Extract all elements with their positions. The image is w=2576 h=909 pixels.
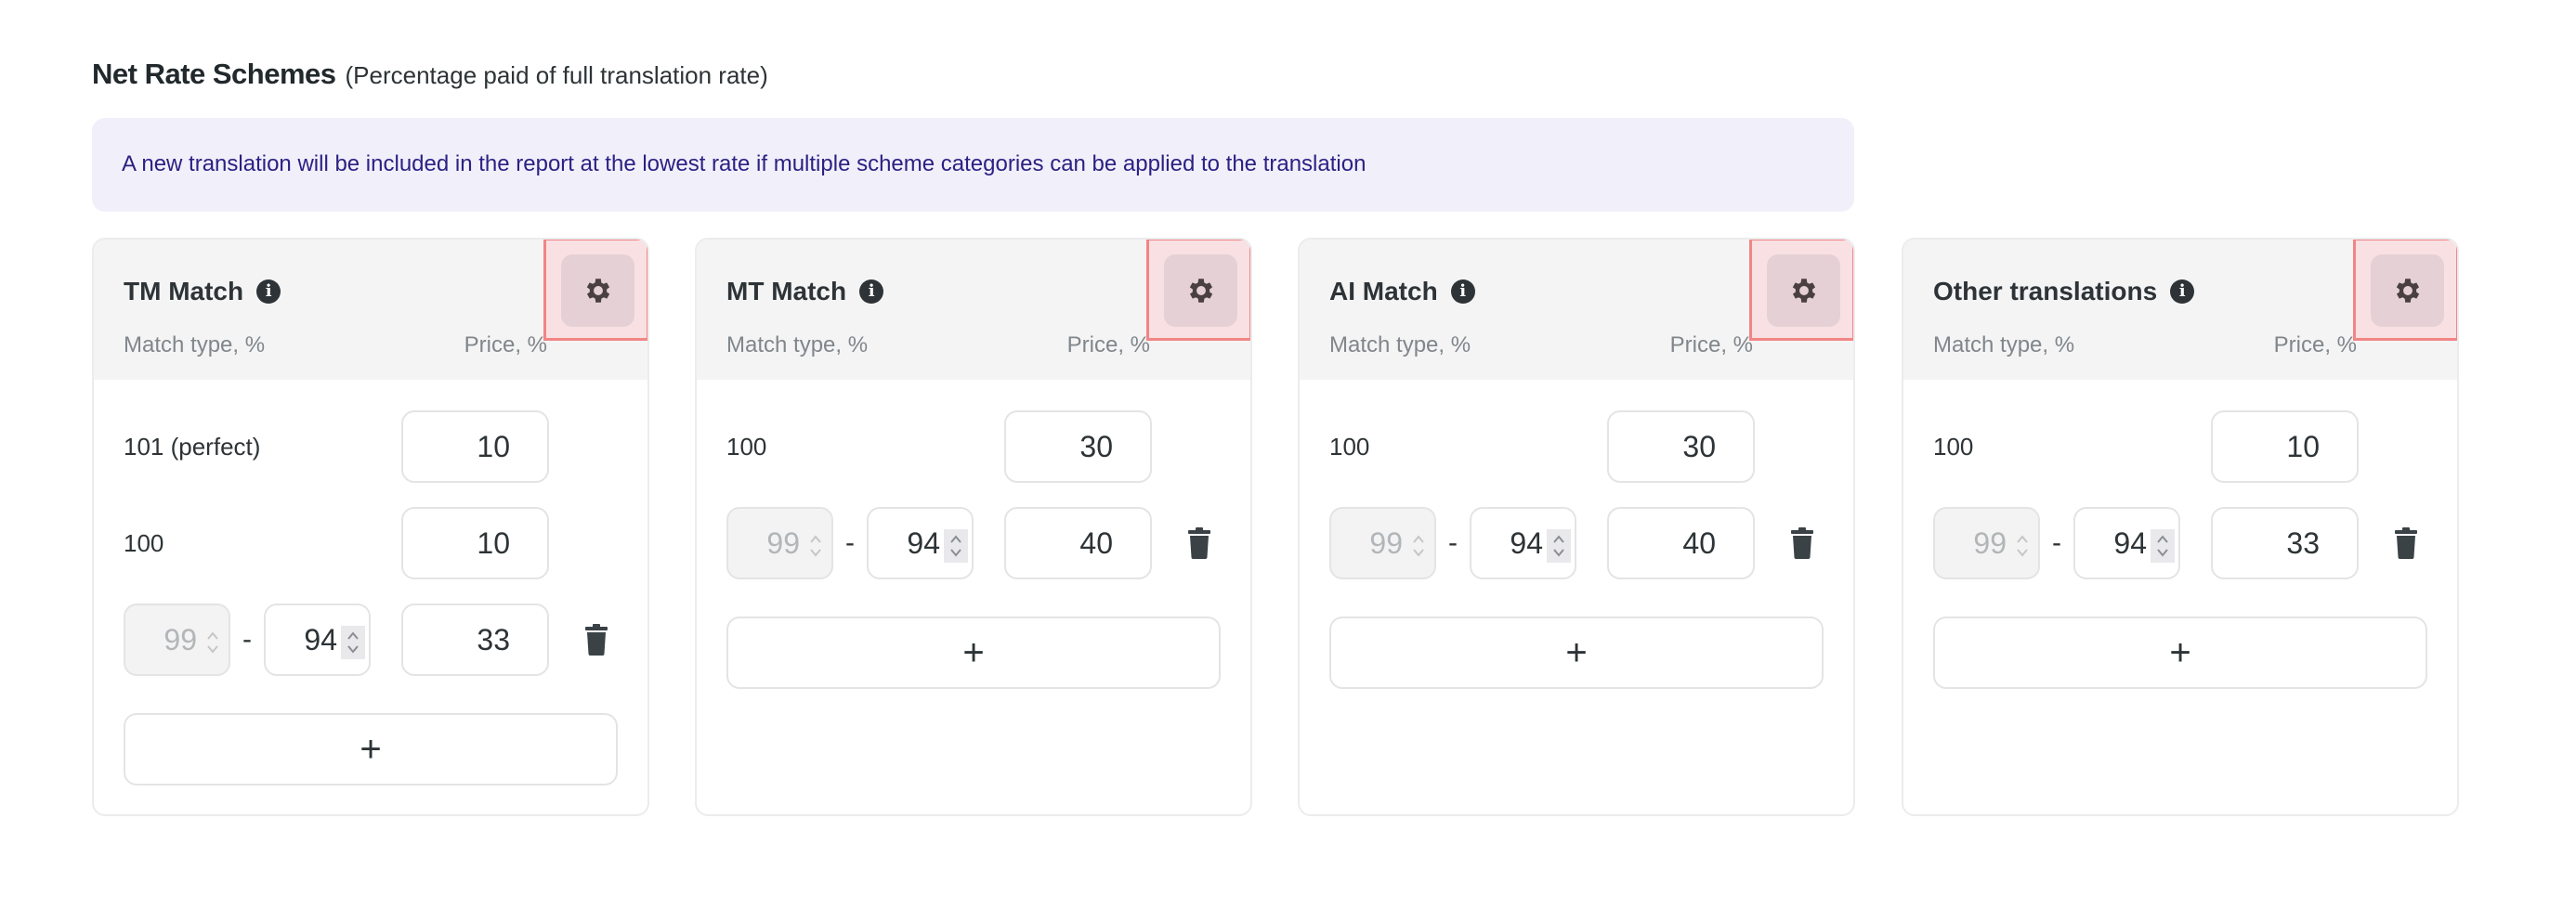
add-row-button[interactable]: + [1933, 617, 2427, 689]
page-title: Net Rate Schemes (Percentage paid of full… [92, 58, 768, 91]
price-input[interactable]: 40 [1004, 507, 1152, 579]
match-type-value: 100 [1933, 433, 1974, 461]
settings-button[interactable] [1164, 254, 1237, 327]
range-to-value: 94 [2113, 526, 2147, 560]
gear-icon [582, 275, 614, 306]
add-row-button[interactable]: + [124, 713, 618, 786]
range-separator: - [2052, 527, 2061, 558]
price-label: Price, % [2273, 332, 2357, 357]
card-title-text: MT Match [726, 277, 847, 305]
card-title: AI Match i [1329, 277, 1475, 306]
settings-button[interactable] [2371, 254, 2444, 327]
gear-icon [1788, 275, 1820, 306]
price-input[interactable]: 10 [401, 410, 549, 483]
card-title-text: TM Match [124, 277, 244, 305]
price-input[interactable]: 30 [1004, 410, 1152, 483]
trash-icon[interactable] [1188, 527, 1210, 559]
chevron-up-down-icon[interactable] [2151, 529, 2175, 563]
info-icon[interactable]: i [859, 279, 884, 304]
price-label: Price, % [1066, 332, 1150, 357]
settings-button[interactable] [1767, 254, 1840, 327]
info-icon[interactable]: i [256, 279, 281, 304]
chevron-up-down-icon[interactable] [341, 626, 365, 659]
range-from-input: 99 [124, 604, 230, 676]
gear-icon [2392, 275, 2424, 306]
price-input[interactable]: 30 [1607, 410, 1755, 483]
card-title-text: AI Match [1329, 277, 1438, 305]
range-from-input: 99 [1329, 507, 1436, 579]
settings-button[interactable] [561, 254, 634, 327]
range-to-value: 94 [907, 526, 940, 560]
range-from-value: 99 [766, 526, 800, 560]
match-type-label: Match type, % [1329, 332, 1471, 357]
range-to-input[interactable]: 94 [2073, 507, 2180, 579]
trash-icon[interactable] [1791, 527, 1813, 559]
chevron-up-down-icon[interactable] [1547, 529, 1571, 563]
rate-card: Other translations i Match type, % Price, %… [1902, 238, 2459, 816]
range-from-value: 99 [163, 623, 197, 656]
price-input[interactable]: 10 [2211, 410, 2359, 483]
range-from-value: 99 [1973, 526, 2007, 560]
match-type-label: Match type, % [1933, 332, 2075, 357]
range-separator: - [1448, 527, 1458, 558]
range-to-input[interactable]: 94 [264, 604, 371, 676]
settings-highlight [1749, 240, 1853, 341]
range-separator: - [242, 624, 252, 655]
price-label: Price, % [1669, 332, 1753, 357]
card-title: MT Match i [726, 277, 884, 306]
settings-highlight [2353, 240, 2457, 341]
page-subtitle: (Percentage paid of full translation rat… [345, 61, 768, 89]
range-to-input[interactable]: 94 [1470, 507, 1576, 579]
match-type-value: 100 [1329, 433, 1370, 461]
match-type-value: 100 [726, 433, 767, 461]
add-row-button[interactable]: + [1329, 617, 1824, 689]
range-to-value: 94 [304, 623, 337, 656]
range-separator: - [845, 527, 855, 558]
chevron-up-down-icon [1406, 529, 1431, 563]
rate-card: AI Match i Match type, % Price, % 100 30 99 - 94… [1298, 238, 1855, 816]
info-icon[interactable]: i [1450, 279, 1475, 304]
chevron-up-down-icon[interactable] [944, 529, 968, 563]
info-icon[interactable]: i [2170, 279, 2195, 304]
trash-icon[interactable] [585, 624, 608, 656]
match-type-value: 101 (perfect) [124, 433, 261, 461]
rate-card: TM Match i Match type, % Price, % 101 (perfe… [92, 238, 649, 816]
settings-highlight [1146, 240, 1250, 341]
range-from-input: 99 [1933, 507, 2040, 579]
range-to-input[interactable]: 94 [867, 507, 974, 579]
rate-card: MT Match i Match type, % Price, % 100 30 99 - 94… [695, 238, 1252, 816]
card-title: TM Match i [124, 277, 281, 306]
trash-icon[interactable] [2395, 527, 2417, 559]
match-type-value: 100 [124, 529, 164, 557]
gear-icon [1185, 275, 1217, 306]
price-input[interactable]: 40 [1607, 507, 1755, 579]
chevron-up-down-icon [804, 529, 828, 563]
range-from-input: 99 [726, 507, 833, 579]
match-type-label: Match type, % [726, 332, 869, 357]
add-row-button[interactable]: + [726, 617, 1221, 689]
price-input[interactable]: 33 [401, 604, 549, 676]
range-from-value: 99 [1369, 526, 1403, 560]
settings-highlight [543, 240, 647, 341]
match-type-label: Match type, % [124, 332, 266, 357]
card-title-text: Other translations [1933, 277, 2158, 305]
page-title-text: Net Rate Schemes [92, 58, 336, 90]
range-to-value: 94 [1510, 526, 1543, 560]
price-input[interactable]: 33 [2211, 507, 2359, 579]
info-banner-text: A new translation will be included in th… [122, 151, 1366, 176]
info-banner: A new translation will be included in th… [92, 118, 1854, 212]
card-title: Other translations i [1933, 277, 2195, 306]
chevron-up-down-icon [201, 626, 225, 659]
chevron-up-down-icon [2010, 529, 2034, 563]
price-input[interactable]: 10 [401, 507, 549, 579]
price-label: Price, % [464, 332, 547, 357]
